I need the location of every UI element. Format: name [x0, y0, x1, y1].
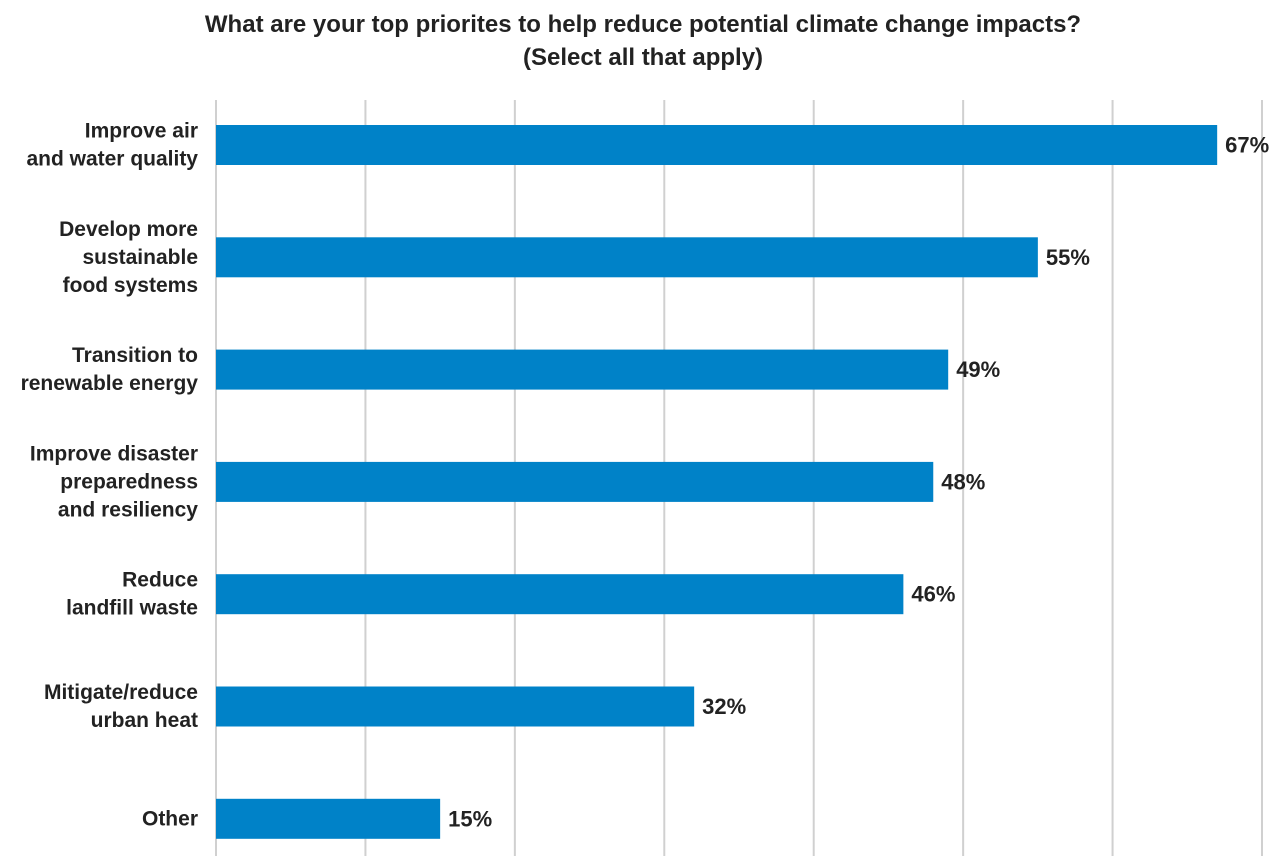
bar	[216, 798, 441, 839]
category-label-line: landfill waste	[66, 597, 198, 620]
category-label: Transition to renewable energy	[21, 344, 199, 395]
category-labels: Improve air and water quality Develop more…	[21, 120, 199, 831]
category-label-line: and water quality	[26, 148, 198, 171]
category-label: Develop more sustainable food systems	[59, 218, 198, 297]
category-label-line: Reduce	[122, 569, 198, 592]
category-label-line: Transition to	[72, 344, 198, 367]
category-label: Improve disaster preparedness and resilien…	[30, 442, 198, 521]
bar	[216, 686, 695, 727]
value-label: 49%	[956, 357, 1000, 382]
category-label-line: food systems	[63, 274, 198, 297]
chart-title-line-2: (Select all that apply)	[522, 44, 764, 71]
value-label: 67%	[1225, 133, 1269, 158]
value-label: 55%	[1046, 245, 1090, 270]
value-label: 15%	[448, 806, 492, 831]
category-label-line: Develop more	[59, 218, 198, 241]
value-label: 32%	[702, 694, 746, 719]
category-label-line: and resiliency	[58, 498, 198, 521]
chart-title-line-1: What are your top priorites to help redu…	[204, 11, 1082, 38]
category-label: Improve air and water quality	[26, 120, 198, 171]
bar	[216, 461, 934, 502]
category-label-line: Improve air	[85, 120, 198, 143]
value-label: 46%	[911, 582, 955, 607]
category-label: Mitigate/reduce urban heat	[44, 681, 198, 732]
chart-title: What are your top priorites to help redu…	[0, 8, 1286, 74]
category-label-line: sustainable	[82, 246, 198, 269]
bar	[216, 237, 1038, 278]
category-label-line: preparedness	[60, 470, 198, 493]
category-label: Reduce landfill waste	[66, 569, 198, 620]
category-label-line: Mitigate/reduce	[44, 681, 198, 704]
category-label-line: renewable energy	[21, 372, 199, 395]
category-label-line: Improve disaster	[30, 442, 198, 465]
bar	[216, 574, 904, 615]
category-label: Other	[142, 807, 198, 830]
bar	[216, 125, 1218, 165]
bar	[216, 349, 949, 390]
category-label-line: Other	[142, 807, 198, 830]
bars	[216, 125, 1218, 839]
value-labels: 67% 55% 49% 48% 46% 32% 15%	[448, 133, 1269, 832]
value-label: 48%	[941, 469, 985, 494]
category-label-line: urban heat	[91, 709, 198, 732]
